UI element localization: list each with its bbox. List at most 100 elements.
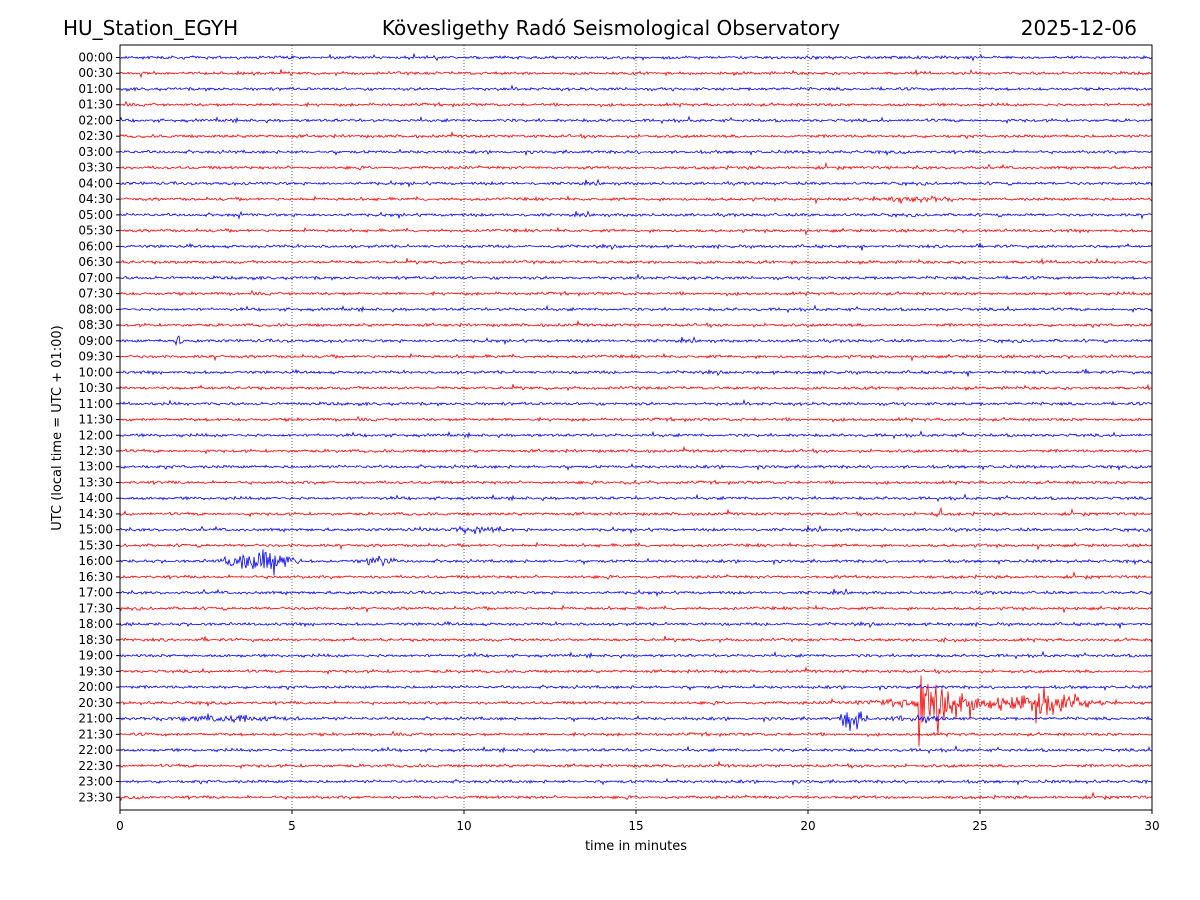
row-time-label: 20:00 [78, 680, 113, 694]
trace-row [119, 148, 1153, 157]
trace-row [119, 665, 1153, 675]
x-tick-label: 15 [628, 819, 643, 833]
row-time-label: 00:00 [78, 51, 113, 65]
row-time-label: 17:00 [78, 586, 113, 600]
trace-row [119, 115, 1153, 125]
row-time-label: 10:00 [78, 365, 113, 379]
x-axis-label: time in minutes [585, 839, 687, 854]
trace-row [119, 675, 1153, 747]
row-time-label: 15:00 [78, 523, 113, 537]
trace-row [119, 791, 1153, 802]
x-tick-label: 0 [116, 819, 124, 833]
row-time-label: 22:00 [78, 743, 113, 757]
trace-row [119, 760, 1153, 770]
row-time-label: 03:00 [78, 145, 113, 159]
row-time-label: 07:00 [78, 271, 113, 285]
x-tick-label: 5 [288, 819, 296, 833]
row-time-label: 18:30 [78, 633, 113, 647]
row-time-label: 09:00 [78, 334, 113, 348]
row-time-label: 12:30 [78, 444, 113, 458]
seismic-traces [119, 52, 1153, 802]
trace-row [119, 319, 1153, 329]
trace-row [119, 335, 1153, 347]
trace-row [119, 604, 1153, 614]
trace-row [119, 68, 1153, 79]
row-time-label: 04:00 [78, 176, 113, 190]
observatory-title: Kövesligethy Radó Seismological Observat… [382, 16, 840, 40]
trace-row [119, 226, 1153, 236]
row-time-label: 19:00 [78, 649, 113, 663]
trace-row [119, 161, 1153, 171]
station-title: HU_Station_EGYH [63, 16, 238, 40]
row-time-label: 10:30 [78, 381, 113, 395]
trace-row [119, 242, 1153, 251]
row-time-label: 09:30 [78, 350, 113, 364]
row-time-label: 22:30 [78, 759, 113, 773]
trace-row [119, 620, 1153, 629]
trace-row [119, 683, 1153, 692]
x-axis-ticks: 0 5 10 15 20 25 30 [116, 810, 1160, 833]
row-time-label: 11:00 [78, 397, 113, 411]
row-time-label: 14:30 [78, 507, 113, 521]
row-time-label: 16:30 [78, 570, 113, 584]
row-time-label: 13:00 [78, 460, 113, 474]
plot-frame [119, 44, 1153, 811]
row-time-label: 18:00 [78, 617, 113, 631]
trace-row [119, 541, 1153, 551]
trace-row [119, 84, 1153, 92]
trace-row [119, 383, 1153, 392]
trace-row [119, 711, 1153, 732]
trace-row [119, 524, 1153, 535]
row-time-label: 06:30 [78, 255, 113, 269]
row-time-label: 16:00 [78, 554, 113, 568]
row-time-label: 23:00 [78, 775, 113, 789]
trace-row [119, 479, 1153, 486]
row-time-label: 05:30 [78, 224, 113, 238]
row-time-label: 13:30 [78, 475, 113, 489]
trace-row [119, 635, 1153, 644]
row-time-label: 12:00 [78, 428, 113, 442]
trace-row [119, 463, 1153, 472]
trace-row [119, 430, 1153, 440]
row-time-label: 15:30 [78, 538, 113, 552]
row-time-label: 05:00 [78, 208, 113, 222]
date-title: 2025-12-06 [1021, 16, 1137, 40]
trace-row [119, 130, 1153, 140]
row-time-label: 02:00 [78, 113, 113, 127]
trace-row [119, 415, 1153, 423]
trace-row [119, 52, 1153, 62]
row-time-label: 19:30 [78, 664, 113, 678]
trace-row [119, 399, 1153, 407]
trace-row [119, 100, 1153, 108]
trace-row [119, 570, 1153, 581]
x-tick-label: 10 [456, 819, 471, 833]
row-time-label: 11:30 [78, 413, 113, 427]
row-time-label: 17:30 [78, 601, 113, 615]
row-time-label: 08:30 [78, 318, 113, 332]
trace-row [119, 445, 1153, 455]
trace-row [119, 195, 1153, 205]
trace-row [119, 273, 1153, 281]
trace-row [119, 745, 1153, 754]
x-tick-label: 25 [972, 819, 987, 833]
trace-row [119, 587, 1153, 598]
trace-row [119, 650, 1153, 660]
row-time-label: 01:30 [78, 98, 113, 112]
trace-row [119, 352, 1153, 362]
trace-row [119, 777, 1153, 786]
row-time-label: 02:30 [78, 129, 113, 143]
trace-row [119, 304, 1153, 314]
trace-row [119, 730, 1153, 738]
trace-row [119, 549, 1153, 576]
trace-row [119, 210, 1153, 220]
row-time-label: 08:00 [78, 302, 113, 316]
trace-row [119, 178, 1153, 188]
row-time-label: 07:30 [78, 287, 113, 301]
trace-row [119, 289, 1153, 297]
row-time-label: 14:00 [78, 491, 113, 505]
trace-row [120, 368, 1153, 377]
row-time-label: 04:30 [78, 192, 113, 206]
row-time-label: 00:30 [78, 66, 113, 80]
row-time-label: 01:00 [78, 82, 113, 96]
